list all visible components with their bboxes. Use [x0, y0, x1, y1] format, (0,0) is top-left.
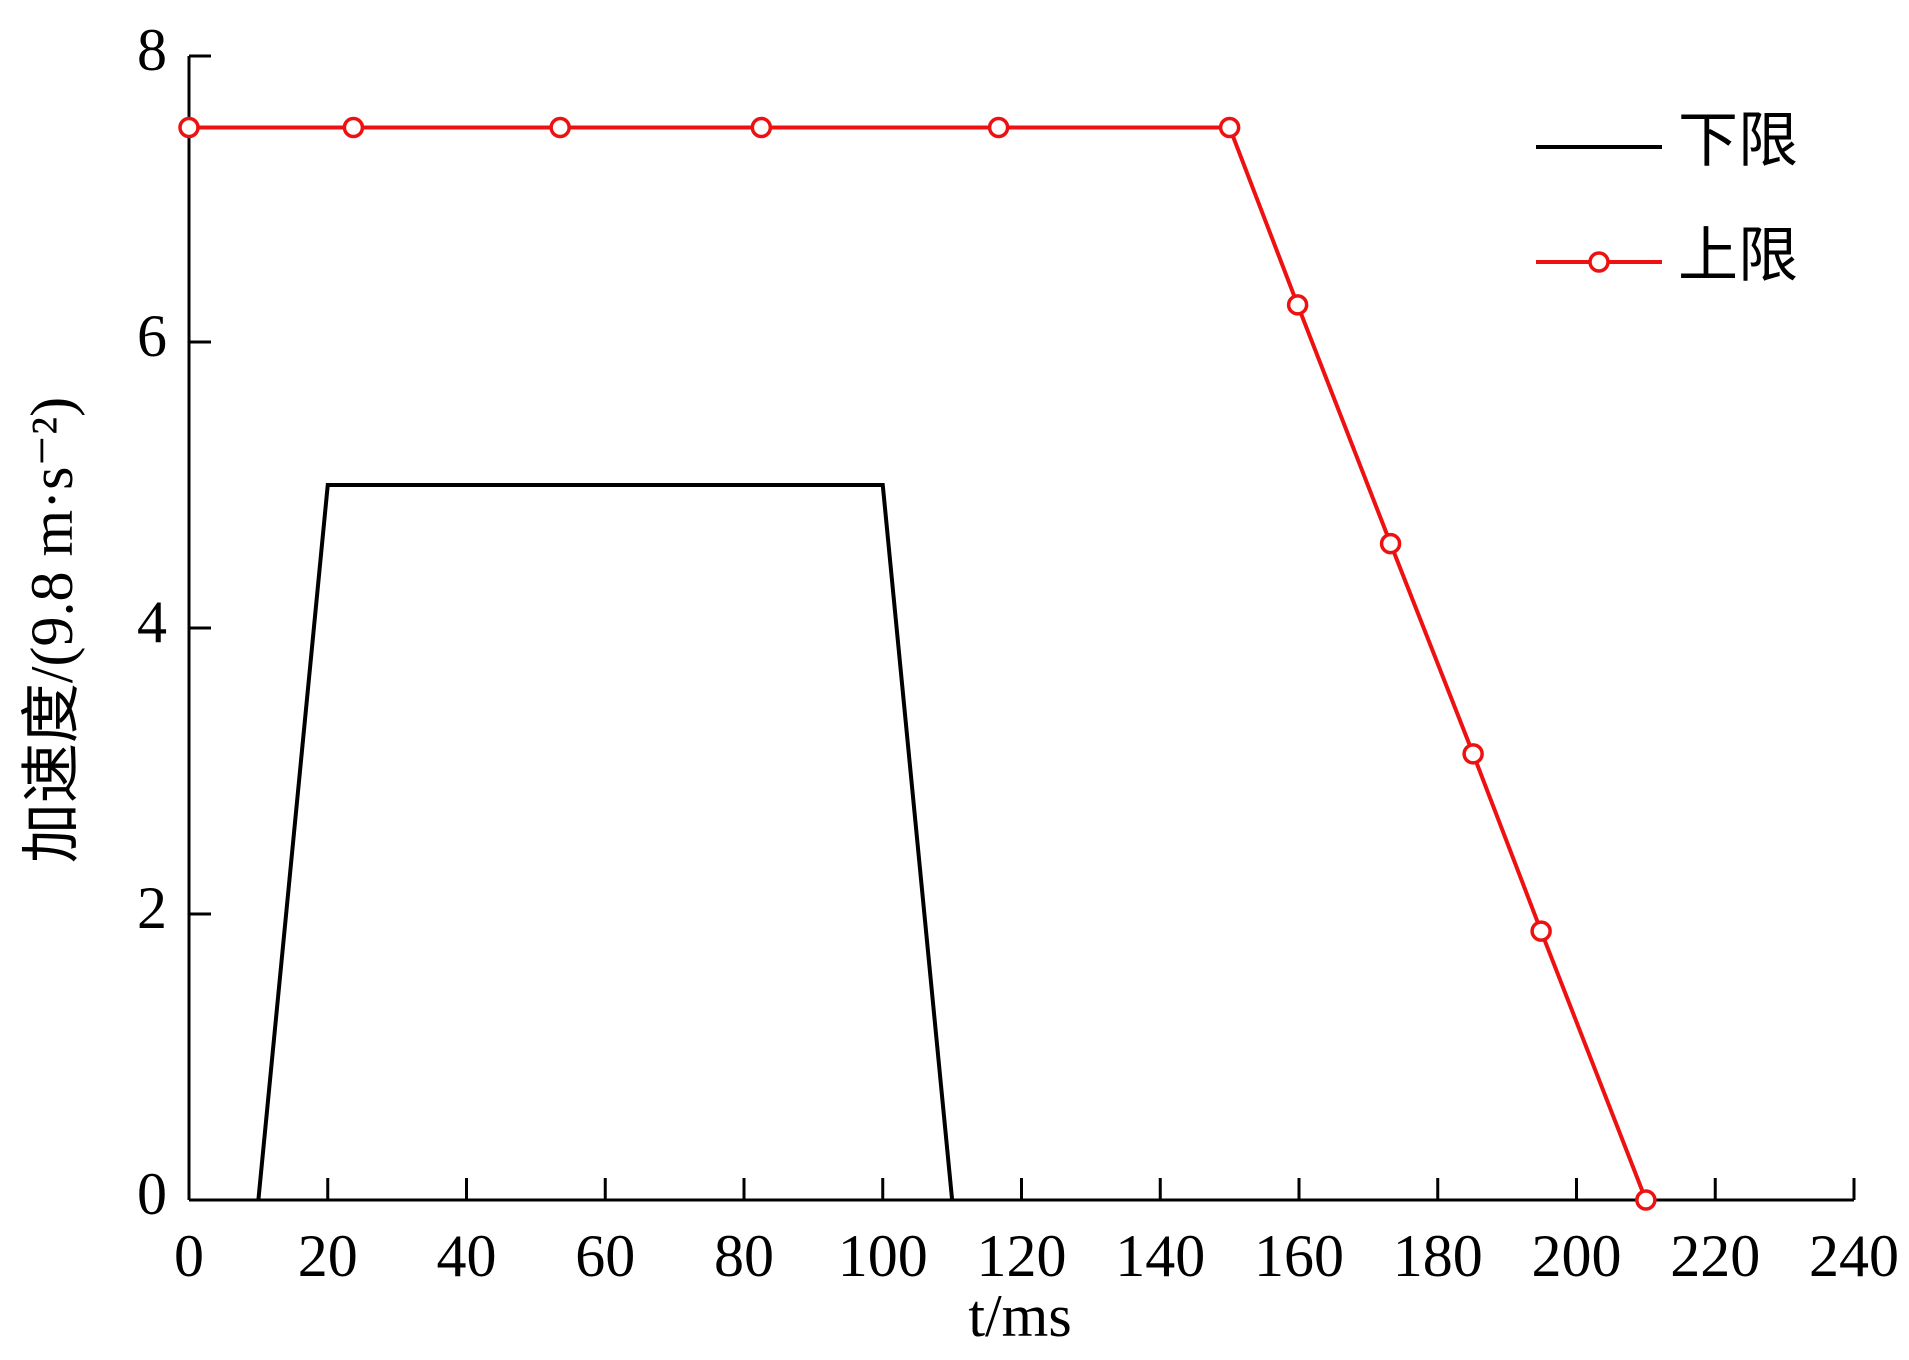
x-tick-label: 100 — [838, 1223, 928, 1289]
point-marker — [549, 116, 571, 139]
legend-label: 上限 — [1678, 223, 1798, 289]
x-tick-label: 120 — [977, 1223, 1067, 1289]
x-tick-label: 60 — [575, 1223, 635, 1289]
point-marker — [1218, 116, 1241, 139]
y-tick-label: 4 — [137, 589, 167, 655]
point-marker — [1530, 920, 1552, 942]
x-tick-label: 180 — [1393, 1223, 1483, 1289]
x-tick-label: 240 — [1809, 1223, 1899, 1289]
point-marker — [1462, 743, 1484, 765]
x-tick-label: 200 — [1532, 1223, 1622, 1289]
series-line — [189, 125, 1648, 1201]
x-tick-label: 220 — [1670, 1223, 1760, 1289]
legend-label: 下限 — [1678, 108, 1798, 174]
series-line — [256, 483, 955, 1201]
point-marker — [1635, 1189, 1657, 1211]
y-tick-label: 2 — [137, 875, 167, 941]
point-marker — [750, 116, 773, 139]
y-tick-label: 0 — [137, 1161, 167, 1227]
x-tick-label: 0 — [174, 1223, 204, 1289]
legend-marker — [1588, 251, 1610, 273]
point-marker — [342, 116, 365, 139]
point-marker — [1379, 532, 1402, 555]
y-tick-label: 8 — [137, 17, 167, 83]
x-tick-label: 40 — [437, 1223, 497, 1289]
point-marker — [178, 116, 200, 139]
point-marker — [987, 116, 1010, 139]
x-tick-label: 20 — [298, 1223, 358, 1289]
x-tick-label: 80 — [714, 1223, 774, 1289]
x-tick-label: 140 — [1115, 1223, 1205, 1289]
x-tick-label: 160 — [1254, 1223, 1344, 1289]
x-axis-label: t/ms — [968, 1283, 1071, 1349]
y-axis-label: 加速度/(9.8 m·s⁻²) — [19, 397, 85, 863]
y-tick-label: 6 — [137, 303, 167, 369]
point-marker — [1286, 294, 1309, 316]
